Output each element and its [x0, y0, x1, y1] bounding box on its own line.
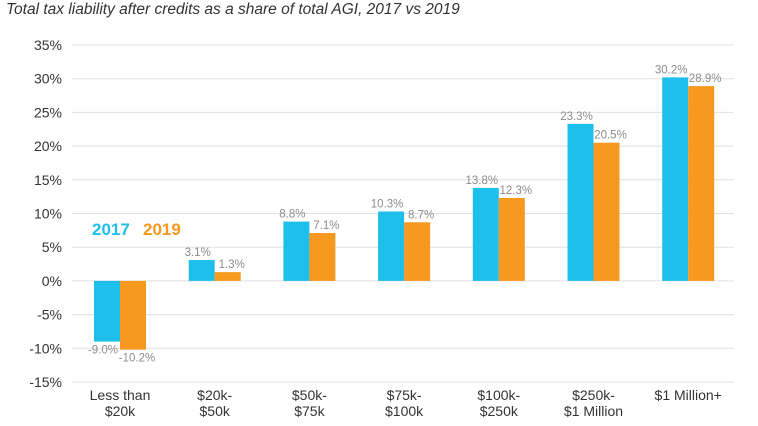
x-category-label: $250k- — [572, 387, 615, 403]
data-label-2017: 30.2% — [655, 64, 688, 76]
data-label-2019: 12.3% — [499, 185, 532, 197]
y-tick-label: 35% — [34, 37, 62, 53]
bar-2019 — [498, 197, 525, 281]
bar-2019 — [120, 280, 146, 350]
y-tick-label: 25% — [34, 104, 62, 120]
x-category-label: $20k — [105, 403, 136, 419]
legend-2017: 2017 — [92, 220, 130, 239]
x-category-label: $20k- — [197, 387, 232, 403]
data-label-2019: 1.3% — [219, 259, 245, 271]
data-labels: -9.0%-10.2% 3.1% 1.3% 8.8% 7.1% 10.3% 8.7% 13.8… — [88, 64, 722, 364]
y-tick-label: 20% — [34, 138, 62, 154]
bar-2017 — [283, 221, 310, 281]
data-label-2019: 20.5% — [594, 130, 627, 142]
data-label-2017: 13.8% — [465, 175, 498, 187]
bar-2017 — [378, 211, 405, 281]
bar-2017 — [567, 123, 594, 281]
y-tick-label: 15% — [34, 172, 62, 188]
bar-2017 — [472, 187, 499, 281]
data-label-2019: 28.9% — [689, 73, 722, 85]
bar-2019 — [309, 233, 336, 281]
y-tick-label: 30% — [34, 71, 62, 87]
data-label-2017: 3.1% — [185, 247, 211, 259]
bar-2017 — [188, 260, 215, 281]
bar-2017 — [94, 280, 120, 342]
bar-2019 — [214, 272, 241, 281]
bar-2017 — [662, 77, 689, 281]
data-label-2017: -9.0% — [88, 345, 118, 357]
y-tick-label: 0% — [42, 273, 62, 289]
y-tick-label: -5% — [37, 307, 62, 323]
y-tick-label: -15% — [29, 374, 62, 390]
legend: 2017 2019 — [92, 220, 181, 239]
x-category-label: $1 Million+ — [655, 387, 722, 403]
bar-2019 — [404, 222, 431, 281]
data-label-2017: 23.3% — [560, 111, 593, 123]
x-category-label: $1 Million — [564, 403, 623, 419]
x-category-label: $50k- — [292, 387, 327, 403]
chart-title: Total tax liability after credits as a s… — [6, 1, 460, 18]
x-category-label: $250k — [480, 403, 519, 419]
x-category-label: $100k- — [477, 387, 520, 403]
bar-2019 — [688, 86, 715, 281]
x-axis-categories: Less than$20k$20k-$50k$50k-$75k$75k-$100… — [90, 387, 722, 419]
data-label-2017: 10.3% — [371, 198, 404, 210]
y-tick-label: 5% — [42, 239, 62, 255]
x-category-label: Less than — [90, 387, 151, 403]
y-axis-ticks: 35% 30% 25% 20% 15% 10% 5% 0% -5% -10% -15% — [29, 37, 62, 390]
data-label-2019: 8.7% — [408, 209, 434, 221]
data-label-2017: 8.8% — [279, 209, 305, 221]
x-category-label: $50k — [200, 403, 231, 419]
y-tick-label: 10% — [34, 206, 62, 222]
legend-2019: 2019 — [143, 220, 181, 239]
x-category-label: $75k- — [387, 387, 422, 403]
gridlines — [72, 44, 734, 383]
bar-2019 — [593, 142, 620, 281]
bars — [94, 77, 715, 350]
y-tick-label: -10% — [29, 340, 62, 356]
data-label-2019: 7.1% — [313, 220, 339, 232]
x-category-label: $75k — [294, 403, 325, 419]
x-category-label: $100k — [385, 403, 424, 419]
data-label-2019: -10.2% — [119, 353, 155, 365]
